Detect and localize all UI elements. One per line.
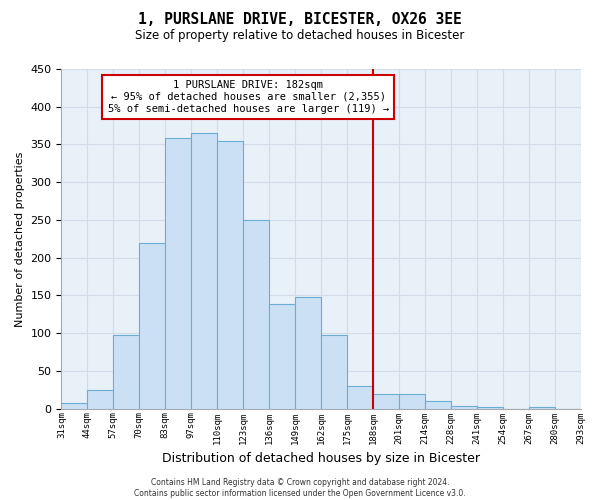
- Bar: [113, 334, 139, 408]
- Bar: [269, 304, 295, 408]
- Y-axis label: Number of detached properties: Number of detached properties: [15, 151, 25, 326]
- Bar: [451, 406, 476, 408]
- Text: 1 PURSLANE DRIVE: 182sqm
← 95% of detached houses are smaller (2,355)
5% of semi: 1 PURSLANE DRIVE: 182sqm ← 95% of detach…: [107, 80, 389, 114]
- Bar: [191, 133, 217, 408]
- Bar: [88, 390, 113, 408]
- Bar: [373, 394, 399, 408]
- X-axis label: Distribution of detached houses by size in Bicester: Distribution of detached houses by size …: [162, 452, 480, 465]
- Bar: [347, 386, 373, 408]
- Bar: [295, 297, 321, 408]
- Bar: [243, 220, 269, 408]
- Bar: [399, 394, 425, 408]
- Text: Size of property relative to detached houses in Bicester: Size of property relative to detached ho…: [136, 29, 464, 42]
- Bar: [139, 242, 165, 408]
- Bar: [476, 407, 503, 408]
- Bar: [165, 138, 191, 408]
- Bar: [425, 401, 451, 408]
- Bar: [61, 402, 88, 408]
- Text: 1, PURSLANE DRIVE, BICESTER, OX26 3EE: 1, PURSLANE DRIVE, BICESTER, OX26 3EE: [138, 12, 462, 28]
- Text: Contains HM Land Registry data © Crown copyright and database right 2024.
Contai: Contains HM Land Registry data © Crown c…: [134, 478, 466, 498]
- Bar: [529, 407, 554, 408]
- Bar: [217, 140, 243, 408]
- Bar: [321, 336, 347, 408]
